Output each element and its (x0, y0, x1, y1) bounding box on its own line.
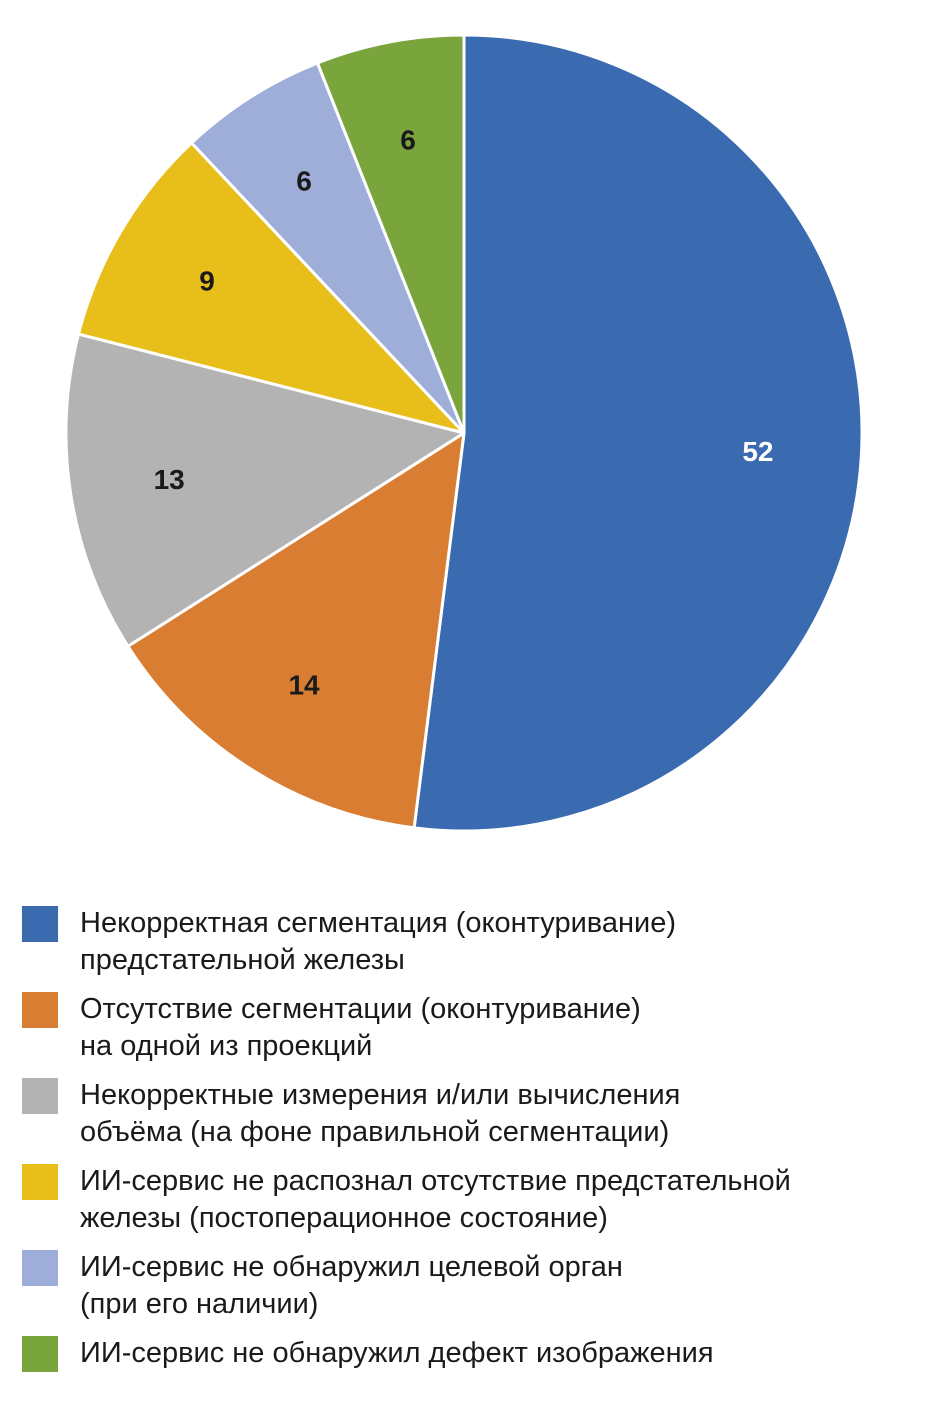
slice-value-label-4: 9 (199, 266, 215, 297)
slice-value-label-3: 13 (154, 464, 185, 495)
legend-swatch (22, 906, 58, 942)
pie-slice-4 (77, 141, 466, 435)
pie-slice-3 (64, 332, 466, 648)
legend-label: ИИ-сервис не обнаружил дефект изображени… (80, 1337, 714, 1369)
legend-label: Некорректные измерения и/или вычисления … (80, 1079, 681, 1148)
legend-item: Некорректные измерения и/или вычисления … (22, 1077, 937, 1151)
legend-swatch (22, 1336, 58, 1372)
legend-swatch (22, 1164, 58, 1200)
pie-slice-2 (126, 431, 466, 830)
pie-slice-6 (315, 33, 466, 435)
legend-item: ИИ-сервис не обнаружил дефект изображени… (22, 1335, 937, 1372)
pie-slice-5 (190, 61, 466, 435)
pie-chart-svg: 52 14 13 9 6 6 (64, 33, 864, 833)
legend-label: ИИ-сервис не обнаружил целевой орган (пр… (80, 1251, 623, 1320)
legend-item: Некорректная сегментация (оконтуривание)… (22, 905, 937, 979)
legend-item: Отсутствие сегментации (оконтуривание) н… (22, 991, 937, 1065)
legend-swatch (22, 992, 58, 1028)
pie-chart: 52 14 13 9 6 6 (64, 33, 864, 833)
slice-value-label-5: 6 (296, 165, 312, 196)
legend-swatch (22, 1078, 58, 1114)
slice-value-label-1: 52 (742, 436, 773, 467)
slice-value-label-6: 6 (400, 124, 416, 155)
legend-label: ИИ-сервис не распознал отсутствие предст… (80, 1165, 791, 1234)
chart-legend: Некорректная сегментация (оконтуривание)… (22, 905, 937, 1384)
slice-value-label-2: 14 (288, 670, 320, 701)
legend-item: ИИ-сервис не распознал отсутствие предст… (22, 1163, 937, 1237)
legend-swatch (22, 1250, 58, 1286)
legend-item: ИИ-сервис не обнаружил целевой орган (пр… (22, 1249, 937, 1323)
legend-label: Некорректная сегментация (оконтуривание)… (80, 907, 677, 976)
legend-label: Отсутствие сегментации (оконтуривание) н… (80, 993, 641, 1062)
pie-slice-1 (412, 33, 864, 833)
